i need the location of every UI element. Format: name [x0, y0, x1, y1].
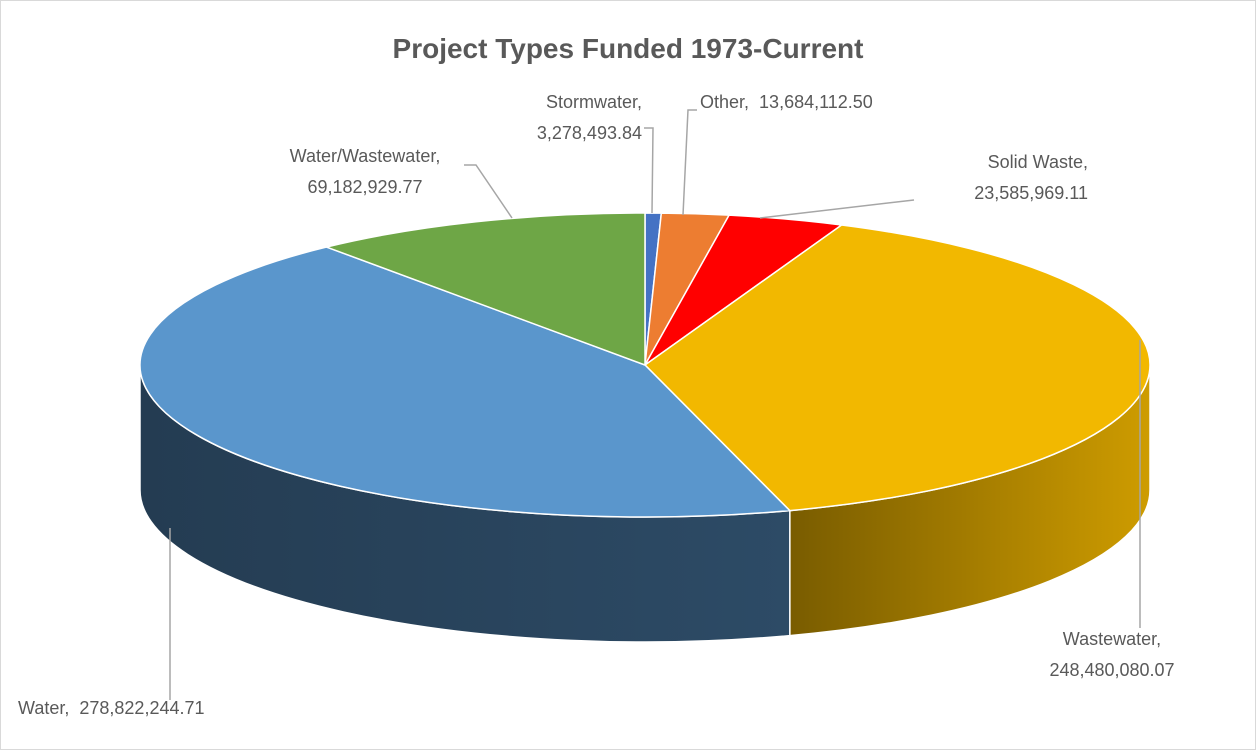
data-label: Water/Wastewater, 69,182,929.77 [290, 146, 441, 197]
data-label: Stormwater, 3,278,493.84 [537, 92, 642, 143]
label-separator: , [1156, 629, 1161, 649]
value-label: 248,480,080.07 [1049, 660, 1174, 680]
leader-line [682, 109, 697, 216]
value-label: 13,684,112.50 [759, 92, 873, 112]
leader-line [644, 127, 654, 214]
value-label: 3,278,493.84 [537, 123, 642, 143]
leader-line [759, 199, 915, 219]
value-label: 278,822,244.71 [79, 698, 204, 718]
label-separator: , [1083, 152, 1088, 172]
slice [139, 246, 792, 518]
category-name: Water [18, 698, 65, 718]
category-name: Other [700, 92, 745, 112]
chart-title: Project Types Funded 1973-Current [393, 33, 864, 64]
label-separator: , [64, 698, 69, 718]
pie-tops [139, 212, 1151, 518]
category-name: Water/Wastewater [290, 146, 437, 166]
data-label: Solid Waste, 23,585,969.11 [974, 152, 1088, 203]
value-label: 69,182,929.77 [307, 177, 422, 197]
data-label: Other, 13,684,112.50 [700, 92, 873, 112]
category-name: Stormwater [546, 92, 638, 112]
data-label: Water, 278,822,244.71 [18, 698, 205, 718]
label-separator: , [435, 146, 440, 166]
category-name: Solid Waste [988, 152, 1083, 172]
slice [643, 224, 1151, 512]
slice [323, 212, 646, 367]
category-name: Wastewater [1063, 629, 1157, 649]
value-label: 23,585,969.11 [974, 183, 1088, 203]
label-separator: , [744, 92, 749, 112]
label-separator: , [637, 92, 642, 112]
leader-line [464, 164, 513, 219]
data-label: Wastewater, 248,480,080.07 [1049, 629, 1174, 680]
